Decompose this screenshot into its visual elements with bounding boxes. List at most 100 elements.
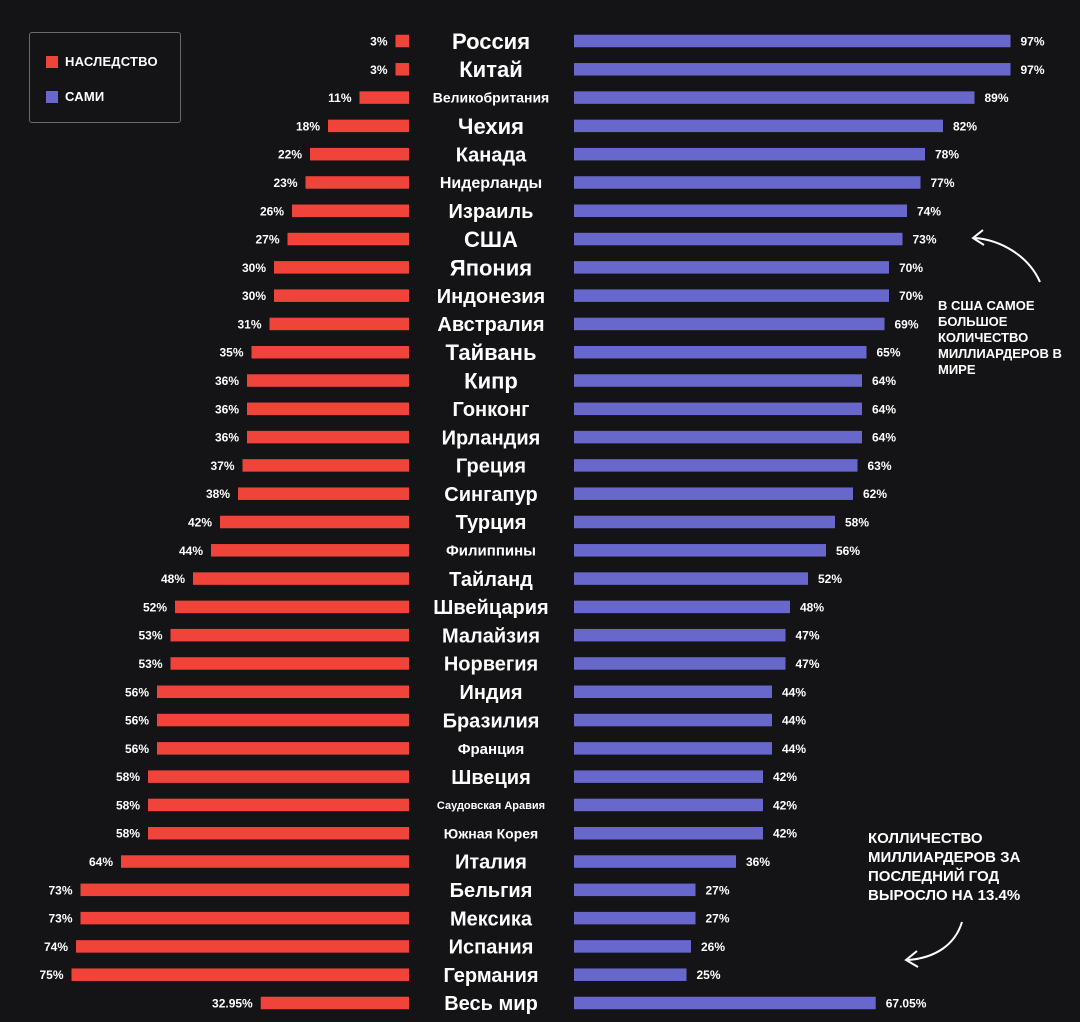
self-bar-1 xyxy=(574,34,1011,48)
inherit-bar-7 xyxy=(292,204,409,218)
legend-inherit-label: НАСЛЕДСТВО xyxy=(65,54,158,69)
inherit-value-label: 30% xyxy=(242,261,266,275)
country-label: Бразилия xyxy=(443,710,540,732)
self-bar-16 xyxy=(574,459,858,472)
self-bar-15 xyxy=(574,430,862,444)
self-bar-30 xyxy=(574,855,736,868)
inherit-value-label: 52% xyxy=(143,600,167,614)
self-bar-11 xyxy=(574,317,885,331)
inherit-bar-19 xyxy=(211,544,409,557)
inherit-value-label: 22% xyxy=(278,148,302,162)
inherit-value-label: 23% xyxy=(273,176,297,190)
inherit-value-label: 58% xyxy=(116,770,140,784)
inherit-value-label: 31% xyxy=(237,317,261,331)
self-value-label: 62% xyxy=(863,487,887,501)
inherit-value-label: 56% xyxy=(125,742,149,756)
country-label: Канада xyxy=(456,144,527,166)
inherit-value-label: 53% xyxy=(138,629,162,643)
country-label: Япония xyxy=(450,255,532,280)
inherit-value-label: 56% xyxy=(125,714,149,728)
inherit-bar-21 xyxy=(175,600,409,614)
usa-note-arrow xyxy=(974,237,1041,283)
self-value-label: 47% xyxy=(796,629,820,643)
self-bar-8 xyxy=(574,232,903,246)
inherit-swatch-icon xyxy=(46,55,58,68)
self-value-label: 64% xyxy=(872,374,896,388)
country-label: Израиль xyxy=(449,201,534,223)
country-label: Китай xyxy=(459,57,523,82)
self-value-label: 25% xyxy=(697,968,721,982)
country-label: Швейцария xyxy=(433,597,548,619)
self-bar-10 xyxy=(574,289,889,302)
inherit-bars-group: 3% 3% 11% 18% 22% 23% 26% 27% 30% 30% 31% 35% 36% 36%… xyxy=(39,35,409,1011)
self-value-label: 64% xyxy=(872,431,896,445)
self-bar-3 xyxy=(574,91,975,104)
country-label: Испания xyxy=(449,937,534,959)
self-bar-5 xyxy=(574,147,925,161)
country-label: Бельгия xyxy=(450,880,533,902)
inherit-bar-18 xyxy=(220,515,409,529)
self-value-label: 70% xyxy=(899,261,923,275)
country-label: Норвегия xyxy=(444,654,538,676)
self-bar-24 xyxy=(574,685,772,699)
self-value-label: 97% xyxy=(1021,63,1045,77)
country-label: Греция xyxy=(456,456,526,478)
self-value-label: 44% xyxy=(782,742,806,756)
inherit-value-label: 35% xyxy=(219,346,243,360)
inherit-bar-11 xyxy=(269,317,409,331)
inherit-value-label: 26% xyxy=(260,204,284,218)
self-value-label: 70% xyxy=(899,289,923,303)
inherit-value-label: 64% xyxy=(89,855,113,869)
inherit-bar-30 xyxy=(121,855,409,868)
inherit-bar-15 xyxy=(247,430,409,444)
country-label: Нидерланды xyxy=(440,175,542,192)
self-bar-26 xyxy=(574,742,772,755)
self-value-label: 67.05% xyxy=(886,997,927,1011)
self-value-label: 78% xyxy=(935,148,959,162)
self-value-label: 48% xyxy=(800,600,824,614)
self-bar-21 xyxy=(574,600,790,614)
self-bar-25 xyxy=(574,713,772,727)
self-bar-12 xyxy=(574,345,867,359)
growth-note-arrowhead xyxy=(904,950,919,968)
inherit-bar-5 xyxy=(310,147,409,161)
self-value-label: 26% xyxy=(701,940,725,954)
inherit-bar-34 xyxy=(71,968,409,981)
self-bar-33 xyxy=(574,940,691,953)
inherit-bar-28 xyxy=(148,798,409,812)
self-value-label: 97% xyxy=(1021,35,1045,49)
chart-legend: НАСЛЕДСТВО САМИ xyxy=(29,32,181,123)
inherit-value-label: 36% xyxy=(215,431,239,445)
country-label: Сингапур xyxy=(444,484,537,506)
country-label: Великобритания xyxy=(433,90,549,106)
inherit-bar-14 xyxy=(247,402,409,416)
self-value-label: 42% xyxy=(773,827,797,841)
country-label: США xyxy=(464,227,518,252)
self-bar-4 xyxy=(574,119,943,133)
self-value-label: 74% xyxy=(917,204,941,218)
country-label: Италия xyxy=(455,852,527,874)
country-label: Тайвань xyxy=(446,340,537,365)
self-bar-17 xyxy=(574,487,853,500)
legend-item-self: САМИ xyxy=(46,89,104,104)
inherit-bar-23 xyxy=(170,657,409,670)
country-label: Малайзия xyxy=(442,625,540,647)
inherit-bar-35 xyxy=(260,996,409,1010)
self-value-label: 69% xyxy=(895,317,919,331)
country-label: Южная Корея xyxy=(444,825,538,841)
inherit-bar-2 xyxy=(395,63,409,76)
inherit-value-label: 36% xyxy=(215,402,239,416)
self-value-label: 44% xyxy=(782,685,806,699)
self-value-label: 44% xyxy=(782,714,806,728)
inherit-value-label: 73% xyxy=(48,912,72,926)
country-label: Швеция xyxy=(451,767,531,789)
inherit-bar-6 xyxy=(305,176,409,189)
inherit-bar-22 xyxy=(170,628,409,642)
country-labels-group: Россия Китай Великобритания Чехия Канада Ниде… xyxy=(433,29,549,1015)
inherit-value-label: 32.95% xyxy=(212,997,253,1011)
inherit-bar-12 xyxy=(251,345,409,359)
self-bars-group: 97% 97% 89% 82% 78% 77% 74% 73% 70% 70% 69% 65% 64% 6… xyxy=(574,35,1045,1011)
inherit-bar-32 xyxy=(80,911,409,925)
inherit-bar-3 xyxy=(359,91,409,104)
country-label: Мексика xyxy=(450,908,533,930)
